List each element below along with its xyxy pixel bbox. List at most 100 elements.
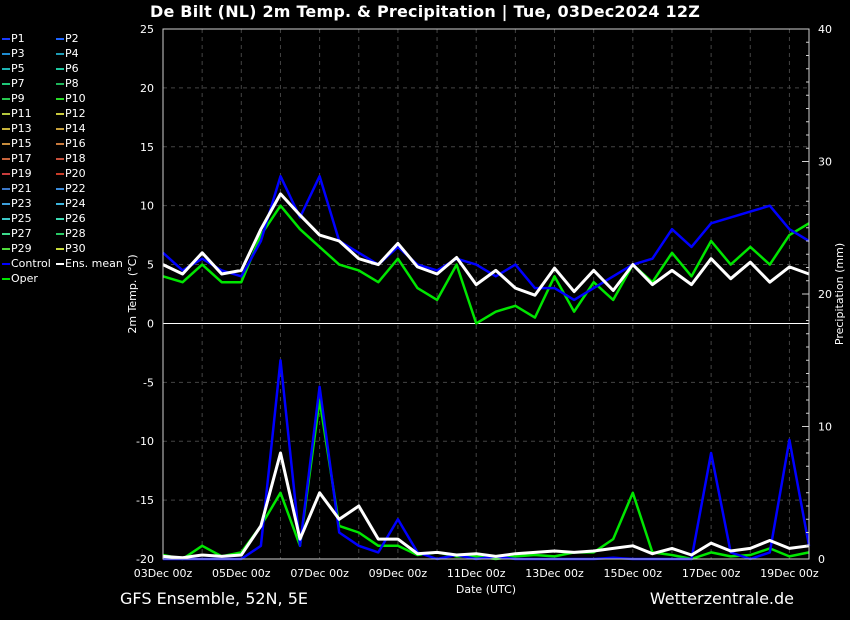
legend-swatch — [56, 173, 64, 175]
series-ens-mean-precipitation — [162, 451, 810, 560]
legend-item: Control — [2, 256, 51, 271]
legend-item: P24 — [56, 196, 86, 211]
legend-swatch — [2, 263, 10, 265]
legend-item: P18 — [56, 151, 86, 166]
legend-swatch — [2, 248, 10, 250]
axis-layer: 25 20 15 10 5 0 -5 -10 -15 -20 40 30 20 10 0 03Dec 00z 0… — [126, 23, 846, 596]
legend-label: P14 — [65, 122, 86, 135]
legend-swatch — [56, 53, 64, 55]
legend-item: P27 — [2, 226, 32, 241]
legend-item: P2 — [56, 31, 79, 46]
y-axis-label: 2m Temp. (°C) — [126, 254, 139, 333]
x-tick-label: 17Dec 00z — [682, 567, 741, 580]
y2-tick-label: 0 — [818, 553, 825, 566]
legend-item: P29 — [2, 241, 32, 256]
legend-label: P22 — [65, 182, 86, 195]
legend-item: P8 — [56, 76, 79, 91]
legend-label: P30 — [65, 242, 86, 255]
legend-label: P28 — [65, 227, 86, 240]
legend-swatch — [56, 98, 64, 100]
legend-label: P25 — [11, 212, 32, 225]
y-tick-label: 0 — [147, 317, 154, 330]
legend-label: P15 — [11, 137, 32, 150]
y-tick-label: -5 — [143, 376, 154, 389]
legend-label: P20 — [65, 167, 86, 180]
grid-layer — [163, 29, 809, 559]
legend-swatch — [2, 188, 10, 190]
legend-label: P2 — [65, 32, 79, 45]
legend-item: P11 — [2, 106, 32, 121]
legend-swatch — [56, 83, 64, 85]
series-layer — [162, 174, 811, 561]
y2-tick-label: 10 — [818, 421, 832, 434]
legend-label: P17 — [11, 152, 32, 165]
legend-item: P6 — [56, 61, 79, 76]
legend-item: P22 — [56, 181, 86, 196]
legend-item: P20 — [56, 166, 86, 181]
y-tick-label: 10 — [140, 200, 154, 213]
legend-label: P21 — [11, 182, 32, 195]
y2-tick-label: 20 — [818, 288, 832, 301]
legend-swatch — [56, 233, 64, 235]
legend-swatch — [56, 203, 64, 205]
legend-item: P26 — [56, 211, 86, 226]
legend-item: P16 — [56, 136, 86, 151]
legend-label: Ens. mean — [65, 257, 123, 270]
legend-swatch — [56, 143, 64, 145]
legend-label: Oper — [11, 272, 38, 285]
y2-tick-label: 30 — [818, 156, 832, 169]
legend-label: P5 — [11, 62, 25, 75]
legend-swatch — [2, 38, 10, 40]
series-control-precipitation — [163, 359, 811, 561]
legend-item: P7 — [2, 76, 25, 91]
x-tick-label: 15Dec 00z — [604, 567, 663, 580]
legend-swatch — [56, 248, 64, 250]
legend-item: Ens. mean — [56, 256, 123, 271]
legend-item: P1 — [2, 31, 25, 46]
source-caption: Wetterzentrale.de — [649, 589, 794, 608]
legend-label: P6 — [65, 62, 79, 75]
legend-swatch — [56, 188, 64, 190]
x-tick-label: 07Dec 00z — [290, 567, 349, 580]
y-tick-label: -20 — [136, 553, 154, 566]
legend-label: P3 — [11, 47, 25, 60]
legend-label: P1 — [11, 32, 25, 45]
legend-item: P19 — [2, 166, 32, 181]
legend-label: P10 — [65, 92, 86, 105]
y-tick-label: -10 — [136, 435, 154, 448]
series-oper-temperature — [162, 204, 810, 325]
legend-swatch — [2, 68, 10, 70]
x-tick-label: 03Dec 00z — [134, 567, 193, 580]
model-caption: GFS Ensemble, 52N, 5E — [120, 589, 308, 608]
x-axis-label: Date (UTC) — [456, 583, 516, 596]
legend-swatch — [56, 38, 64, 40]
x-tick-label: 13Dec 00z — [525, 567, 584, 580]
legend-item: P13 — [2, 121, 32, 136]
legend-swatch — [56, 113, 64, 115]
legend-item: P10 — [56, 91, 86, 106]
series-ens-mean-temperature — [162, 192, 810, 297]
legend-item: P4 — [56, 46, 79, 61]
legend-swatch — [2, 83, 10, 85]
y-tick-label: 25 — [140, 23, 154, 36]
legend-label: P29 — [11, 242, 32, 255]
legend-item: P28 — [56, 226, 86, 241]
legend-swatch — [2, 128, 10, 130]
legend-label: P8 — [65, 77, 79, 90]
legend-item: P30 — [56, 241, 86, 256]
y-tick-label: 20 — [140, 82, 154, 95]
legend-swatch — [2, 173, 10, 175]
y-tick-label: 15 — [140, 141, 154, 154]
legend-item: Oper — [2, 271, 38, 286]
legend-item: P5 — [2, 61, 25, 76]
legend-swatch — [2, 98, 10, 100]
plot-frame — [162, 28, 810, 560]
chart-title: De Bilt (NL) 2m Temp. & Precipitation | … — [150, 2, 700, 21]
legend-item: P15 — [2, 136, 32, 151]
legend-label: P12 — [65, 107, 86, 120]
legend-label: P19 — [11, 167, 32, 180]
legend-label: P4 — [65, 47, 79, 60]
y2-tick-label: 40 — [818, 23, 832, 36]
legend-swatch — [56, 158, 64, 160]
legend-swatch — [56, 218, 64, 220]
